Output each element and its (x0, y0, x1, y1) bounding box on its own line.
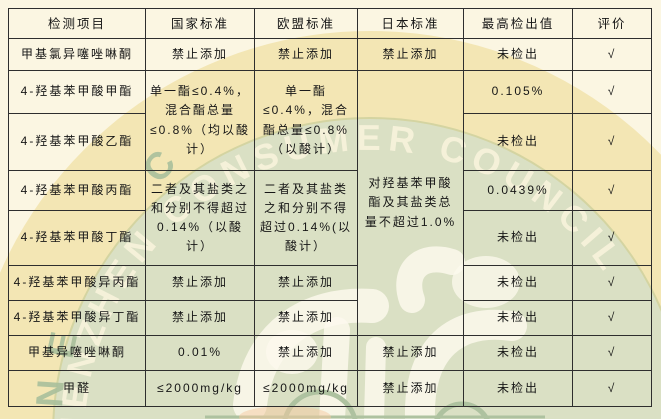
japan-standard-value: 对羟基苯甲酸酯及其盐类总量不超过1.0% (357, 70, 464, 336)
item-name: 4-羟基苯甲酸乙酯 (8, 113, 146, 171)
national-standard-value: 单一酯≤0.4%，混合酯总量≤0.8%（均以酸计） (145, 70, 255, 171)
max-detected-value: 0.0439% (463, 170, 573, 211)
table-row: 4-羟基苯甲酸丙酯 二者及其盐类之和分别不得超过0.14%（以酸计） 二者及其盐… (8, 170, 652, 266)
eu-standard-value: 禁止添加 (254, 300, 358, 336)
max-detected-value: 未检出 (463, 210, 573, 266)
eu-standard-value: 禁止添加 (254, 38, 358, 71)
national-standard-value: 禁止添加 (145, 265, 255, 301)
evaluation-checkmark: √ (572, 335, 652, 371)
item-name: 4-羟基苯甲酸甲酯 (8, 70, 146, 114)
item-name: 4-羟基苯甲酸异丙酯 (8, 265, 146, 301)
table-row: 甲醛 ≤2000mg/kg ≤2000mg/kg 禁止添加 未检出 √ (8, 370, 652, 407)
eu-standard-value: ≤2000mg/kg (254, 370, 358, 407)
max-detected-value: 未检出 (463, 300, 573, 336)
table-row: 4-羟基苯甲酸异丙酯 禁止添加 禁止添加 未检出 √ (8, 265, 652, 301)
table-row: 4-羟基苯甲酸异丁酯 禁止添加 禁止添加 未检出 √ (8, 300, 652, 336)
table-row: 4-羟基苯甲酸甲酯 单一酯≤0.4%，混合酯总量≤0.8%（均以酸计） 单一酯≤… (8, 70, 652, 336)
item-name: 甲基氯异噻唑啉酮 (8, 38, 146, 71)
eu-standard-value: 二者及其盐类之和分别不得超过0.14%(以酸计） (254, 170, 358, 266)
table-row: 4-羟基苯甲酸乙酯 未检出 √ (8, 113, 652, 171)
national-standard-value: 二者及其盐类之和分别不得超过0.14%（以酸计） (145, 170, 255, 266)
eu-standard-value: 单一酯≤0.4%，混合酯总量≤0.8%（以酸计） (254, 70, 358, 171)
table-row: 甲基异噻唑啉酮 0.01% 禁止添加 禁止添加 未检出 √ (8, 335, 652, 371)
header-national-standard: 国家标准 (145, 8, 255, 39)
national-standard-value: 禁止添加 (145, 300, 255, 336)
evaluation-checkmark: √ (572, 265, 652, 301)
max-detected-value: 未检出 (463, 265, 573, 301)
header-eu-standard: 欧盟标准 (254, 8, 358, 39)
evaluation-checkmark: √ (572, 170, 652, 211)
japan-standard-value: 禁止添加 (357, 38, 464, 71)
header-evaluation: 评价 (572, 8, 652, 39)
evaluation-checkmark: √ (572, 210, 652, 266)
evaluation-checkmark: √ (572, 370, 652, 407)
header-test-item: 检测项目 (8, 8, 146, 39)
item-name: 甲基异噻唑啉酮 (8, 335, 146, 371)
national-standard-value: 0.01% (145, 335, 255, 371)
evaluation-checkmark: √ (572, 113, 652, 171)
item-name: 4-羟基苯甲酸丁酯 (8, 210, 146, 266)
japan-standard-value: 禁止添加 (357, 335, 464, 371)
header-japan-standard: 日本标准 (357, 8, 464, 39)
evaluation-checkmark: √ (572, 300, 652, 336)
table-row: 甲基氯异噻唑啉酮 禁止添加 禁止添加 禁止添加 未检出 √ (8, 38, 652, 71)
evaluation-checkmark: √ (572, 38, 652, 71)
header-row: 检测项目 国家标准 欧盟标准 日本标准 最高检出值 评价 (8, 8, 652, 39)
japan-standard-value-highlighted: 禁止添加 (357, 370, 464, 407)
national-standard-value: 禁止添加 (145, 38, 255, 71)
max-detected-value: 0.105% (463, 70, 573, 114)
item-name: 4-羟基苯甲酸异丁酯 (8, 300, 146, 336)
header-max-detected: 最高检出值 (463, 8, 573, 39)
max-detected-value: 未检出 (463, 113, 573, 171)
test-results-table: 检测项目 国家标准 欧盟标准 日本标准 最高检出值 评价 甲基氯异噻唑啉酮 禁止… (8, 8, 652, 407)
max-detected-value: 未检出 (463, 38, 573, 71)
item-name: 4-羟基苯甲酸丙酯 (8, 170, 146, 211)
evaluation-checkmark: √ (572, 70, 652, 114)
national-standard-value: ≤2000mg/kg (145, 370, 255, 407)
item-name: 甲醛 (8, 370, 146, 407)
max-detected-value: 未检出 (463, 335, 573, 371)
max-detected-value: 未检出 (463, 370, 573, 407)
eu-standard-value: 禁止添加 (254, 265, 358, 301)
eu-standard-value-highlighted: 禁止添加 (254, 335, 358, 371)
